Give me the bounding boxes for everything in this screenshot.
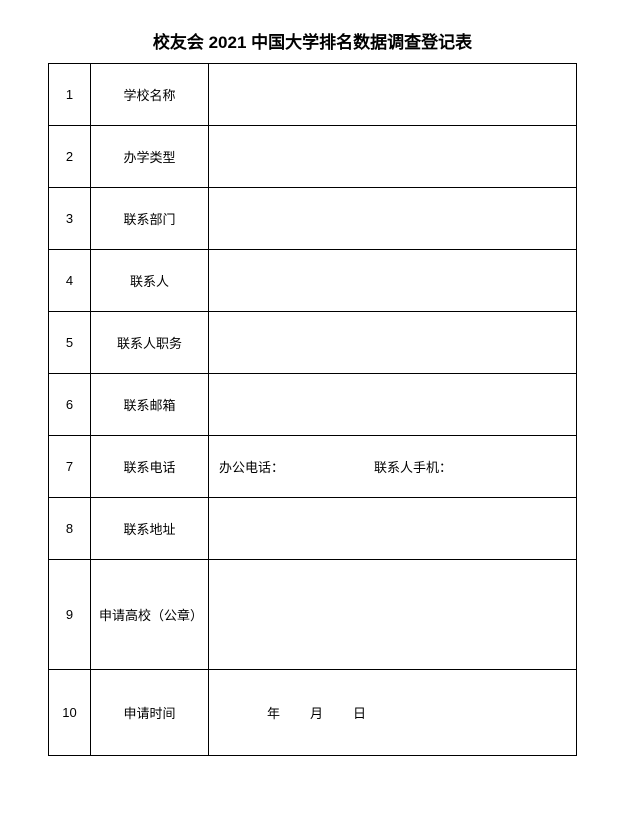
registration-table: 1 学校名称 2 办学类型 3 联系部门 4 联系人 5 联系人职务 6 联系邮…: [48, 63, 577, 756]
form-title: 校友会 2021 中国大学排名数据调查登记表: [48, 28, 577, 53]
row-value: [209, 126, 577, 188]
row-number: 1: [49, 64, 91, 126]
row-number: 6: [49, 374, 91, 436]
row-number: 8: [49, 498, 91, 560]
row-value-date: 年 月 日: [209, 670, 577, 756]
mobile-phone-label: 联系人手机：: [374, 457, 452, 476]
row-number: 3: [49, 188, 91, 250]
row-value: [209, 374, 577, 436]
row-label: 申请时间: [91, 670, 209, 756]
row-label: 联系电话: [91, 436, 209, 498]
table-row: 9 申请高校（公章）: [49, 560, 577, 670]
row-number: 9: [49, 560, 91, 670]
row-value: [209, 188, 577, 250]
office-phone-label: 办公电话：: [219, 457, 284, 476]
table-row: 7 联系电话 办公电话： 联系人手机：: [49, 436, 577, 498]
table-row: 1 学校名称: [49, 64, 577, 126]
table-row: 2 办学类型: [49, 126, 577, 188]
row-label: 申请高校（公章）: [91, 560, 209, 670]
row-label: 联系人职务: [91, 312, 209, 374]
table-row: 4 联系人: [49, 250, 577, 312]
year-label: 年: [267, 703, 280, 722]
row-label: 学校名称: [91, 64, 209, 126]
row-label: 联系部门: [91, 188, 209, 250]
table-row: 8 联系地址: [49, 498, 577, 560]
row-label: 联系邮箱: [91, 374, 209, 436]
row-value: [209, 312, 577, 374]
row-number: 4: [49, 250, 91, 312]
row-label: 办学类型: [91, 126, 209, 188]
row-label: 联系人: [91, 250, 209, 312]
row-number: 7: [49, 436, 91, 498]
row-number: 5: [49, 312, 91, 374]
table-row: 5 联系人职务: [49, 312, 577, 374]
row-value: [209, 250, 577, 312]
row-value: [209, 64, 577, 126]
month-label: 月: [310, 703, 323, 722]
table-row: 10 申请时间 年 月 日: [49, 670, 577, 756]
row-label: 联系地址: [91, 498, 209, 560]
table-row: 6 联系邮箱: [49, 374, 577, 436]
row-value-phone: 办公电话： 联系人手机：: [209, 436, 577, 498]
row-value: [209, 560, 577, 670]
table-row: 3 联系部门: [49, 188, 577, 250]
row-number: 10: [49, 670, 91, 756]
row-number: 2: [49, 126, 91, 188]
day-label: 日: [353, 703, 366, 722]
row-value: [209, 498, 577, 560]
